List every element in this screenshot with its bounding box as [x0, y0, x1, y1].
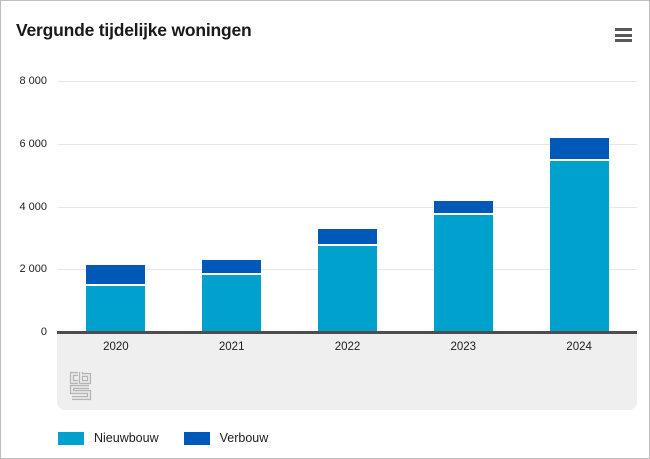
bar-2020-nieuwbouw[interactable] — [86, 284, 146, 332]
hamburger-menu-icon[interactable] — [615, 28, 632, 42]
chart-title: Vergunde tijdelijke woningen — [16, 20, 252, 40]
legend: Nieuwbouw Verbouw — [58, 431, 293, 445]
y-tick-label-2000: 2 000 — [19, 263, 47, 276]
bar-2022-verbouw[interactable] — [318, 229, 377, 245]
y-tick-label-8000: 8 000 — [19, 75, 47, 87]
x-axis-band: 2020 2021 2022 2023 2024 — [57, 334, 637, 410]
hamburger-bar — [615, 39, 632, 42]
x-tick-label-2022: 2022 — [334, 341, 361, 353]
legend-label-nieuwbouw: Nieuwbouw — [94, 431, 159, 445]
bars-layer — [58, 81, 637, 332]
bar-2020-separator — [86, 283, 146, 286]
bar-2020-verbouw[interactable] — [86, 265, 146, 285]
y-tick-label-6000: 6 000 — [19, 137, 47, 150]
hamburger-bar — [615, 33, 632, 37]
bar-2023-verbouw[interactable] — [433, 200, 493, 214]
bar-2022-separator — [318, 243, 377, 246]
legend-swatch-verbouw — [183, 431, 210, 445]
x-tick-label-2021: 2021 — [218, 341, 245, 353]
bar-2021-separator — [202, 273, 262, 276]
bar-2021-verbouw[interactable] — [202, 260, 262, 275]
bar-2024-separator — [549, 159, 609, 162]
x-tick-label-2024: 2024 — [566, 341, 592, 353]
y-tick-label-0: 0 — [40, 326, 47, 338]
legend-item-nieuwbouw[interactable]: Nieuwbouw — [58, 431, 159, 445]
legend-item-verbouw[interactable]: Verbouw — [183, 431, 269, 445]
gridline-6000 — [58, 143, 637, 145]
legend-swatch-nieuwbouw — [58, 431, 84, 445]
bar-2023-nieuwbouw[interactable] — [433, 213, 493, 332]
cbs-logo — [69, 371, 92, 401]
bar-2024-verbouw[interactable] — [549, 138, 609, 161]
x-axis-line — [57, 331, 637, 334]
x-tick-label-2023: 2023 — [450, 341, 477, 353]
gridline-8000 — [58, 81, 637, 82]
bar-2023-separator — [433, 212, 493, 215]
hamburger-bar — [615, 28, 632, 31]
legend-label-verbouw: Verbouw — [219, 431, 269, 445]
bar-2022-nieuwbouw[interactable] — [318, 244, 377, 332]
gridline-4000 — [58, 206, 637, 208]
y-tick-label-4000: 4 000 — [19, 200, 47, 213]
bar-2024-nieuwbouw[interactable] — [549, 160, 609, 332]
x-tick-label-2020: 2020 — [103, 341, 129, 353]
bar-2021-nieuwbouw[interactable] — [202, 274, 262, 332]
